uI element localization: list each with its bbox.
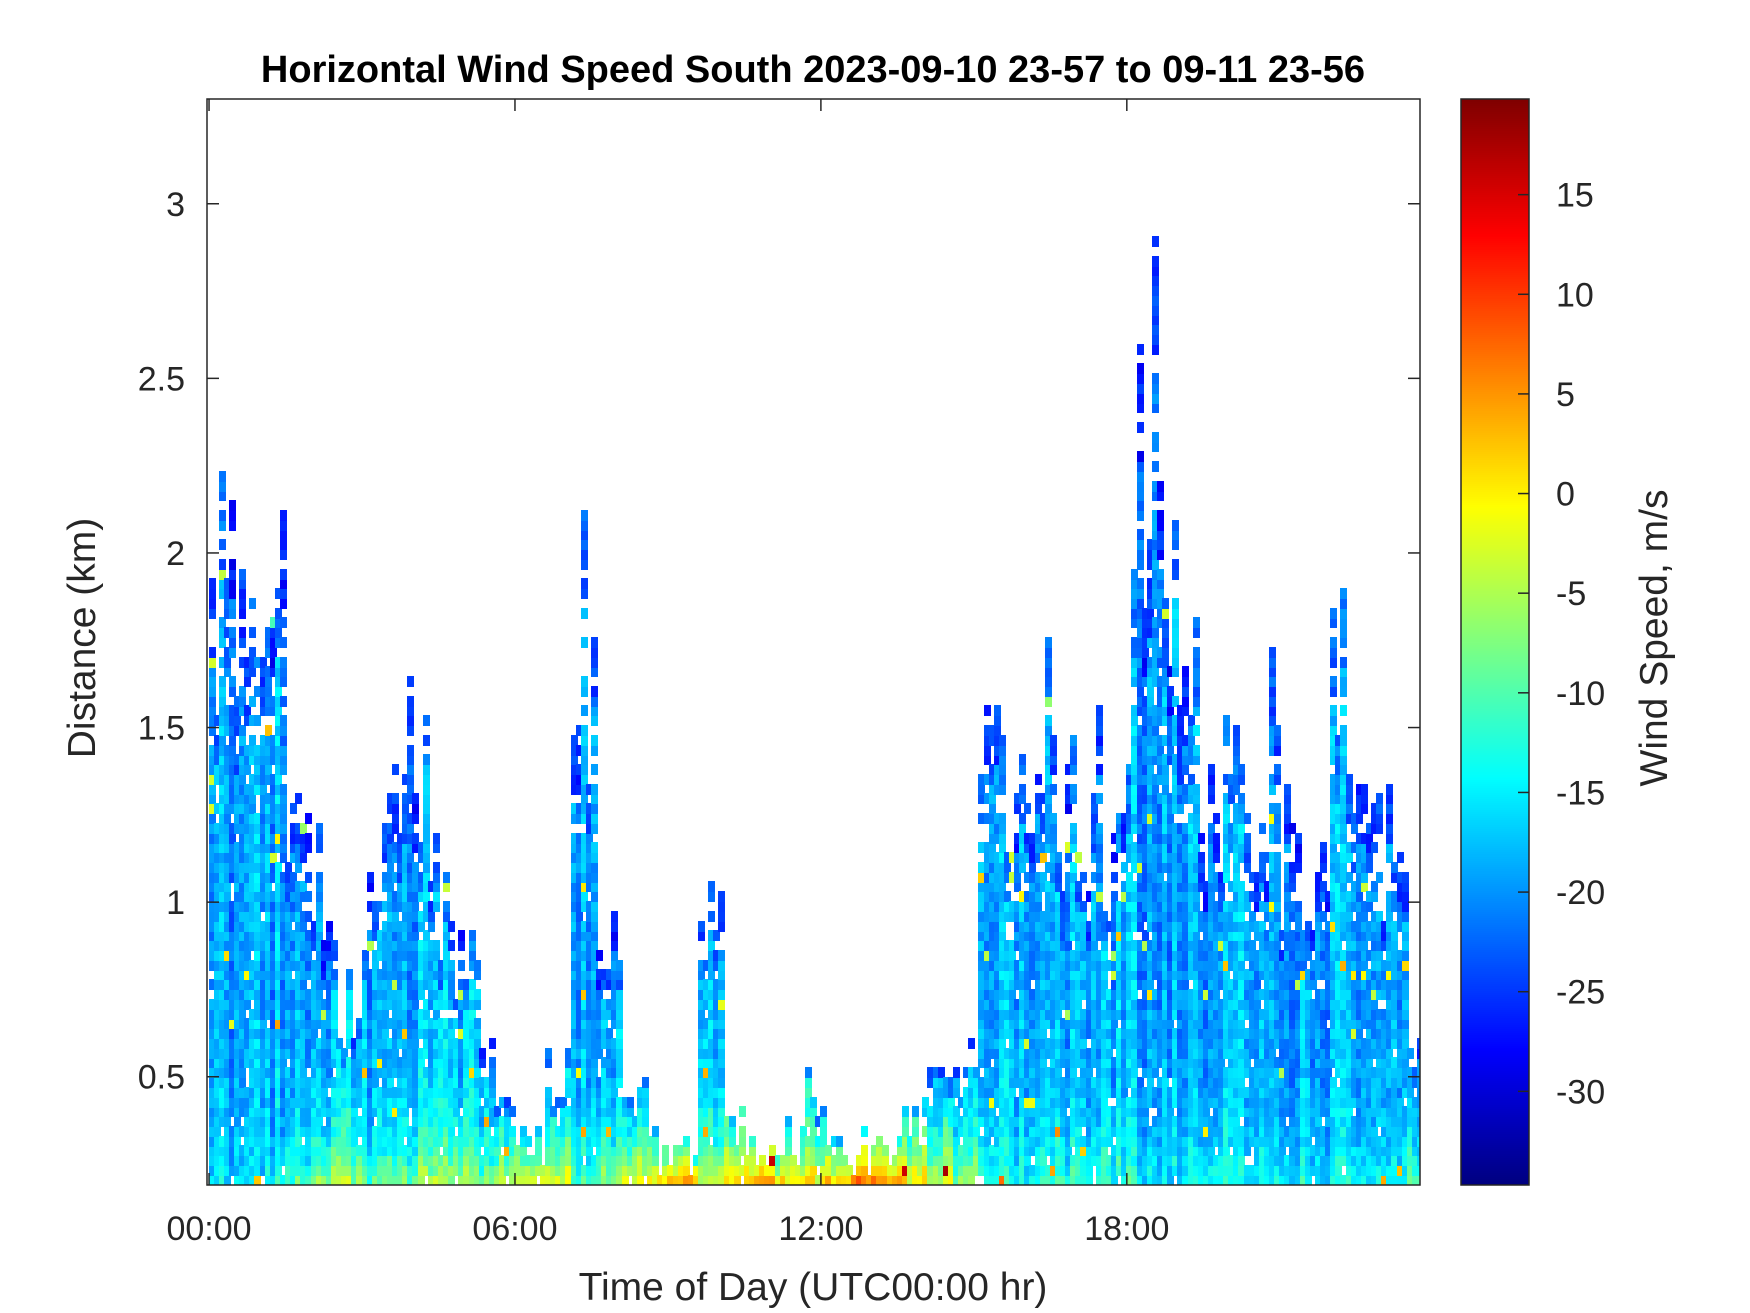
- y-tick-label: 1.5: [138, 710, 185, 748]
- colorbar-tick-label: -5: [1556, 575, 1586, 613]
- x-tick-label: 06:00: [472, 1210, 557, 1248]
- colorbar-tick-label: -20: [1556, 874, 1605, 912]
- x-axis-ticks: 00:00 06:00 12:00 18:00: [166, 99, 1169, 1248]
- y-tick-label: 2.5: [138, 360, 185, 398]
- colorbar-tick-label: -30: [1556, 1073, 1605, 1111]
- axes-box: [206, 98, 1421, 1186]
- colorbar-tick-label: -15: [1556, 774, 1605, 812]
- x-tick-label: 12:00: [778, 1210, 863, 1248]
- colorbar-tick-label: -25: [1556, 974, 1605, 1012]
- y-axis-ticks: 0.5 1 1.5 2 2.5 3: [138, 186, 1420, 1097]
- chart-title: Horizontal Wind Speed South 2023-09-10 2…: [261, 49, 1365, 91]
- colorbar-ticks: -30 -25 -20 -15 -10 -5 0 5 10 15: [1518, 177, 1605, 1111]
- wind-speed-heatmap: [207, 99, 1420, 1185]
- y-axis-label: Distance (km): [61, 518, 104, 759]
- colorbar-tick-label: -10: [1556, 675, 1605, 713]
- colorbar-tick-label: 10: [1556, 276, 1594, 314]
- colorbar-tick-label: 15: [1556, 177, 1594, 215]
- colorbar-gradient: [1461, 99, 1529, 1185]
- x-tick-label: 00:00: [166, 1210, 251, 1248]
- y-tick-label: 3: [166, 186, 185, 224]
- colorbar-box: [1460, 98, 1530, 1186]
- x-tick-label: 18:00: [1084, 1210, 1169, 1248]
- y-tick-label: 1: [166, 884, 185, 922]
- colorbar-label: Wind Speed, m/s: [1633, 490, 1676, 787]
- y-tick-label: 0.5: [138, 1059, 185, 1097]
- colorbar-tick-label: 0: [1556, 476, 1575, 514]
- y-tick-label: 2: [166, 535, 185, 573]
- x-axis-label: Time of Day (UTC00:00 hr): [579, 1266, 1048, 1309]
- colorbar-tick-label: 5: [1556, 376, 1575, 414]
